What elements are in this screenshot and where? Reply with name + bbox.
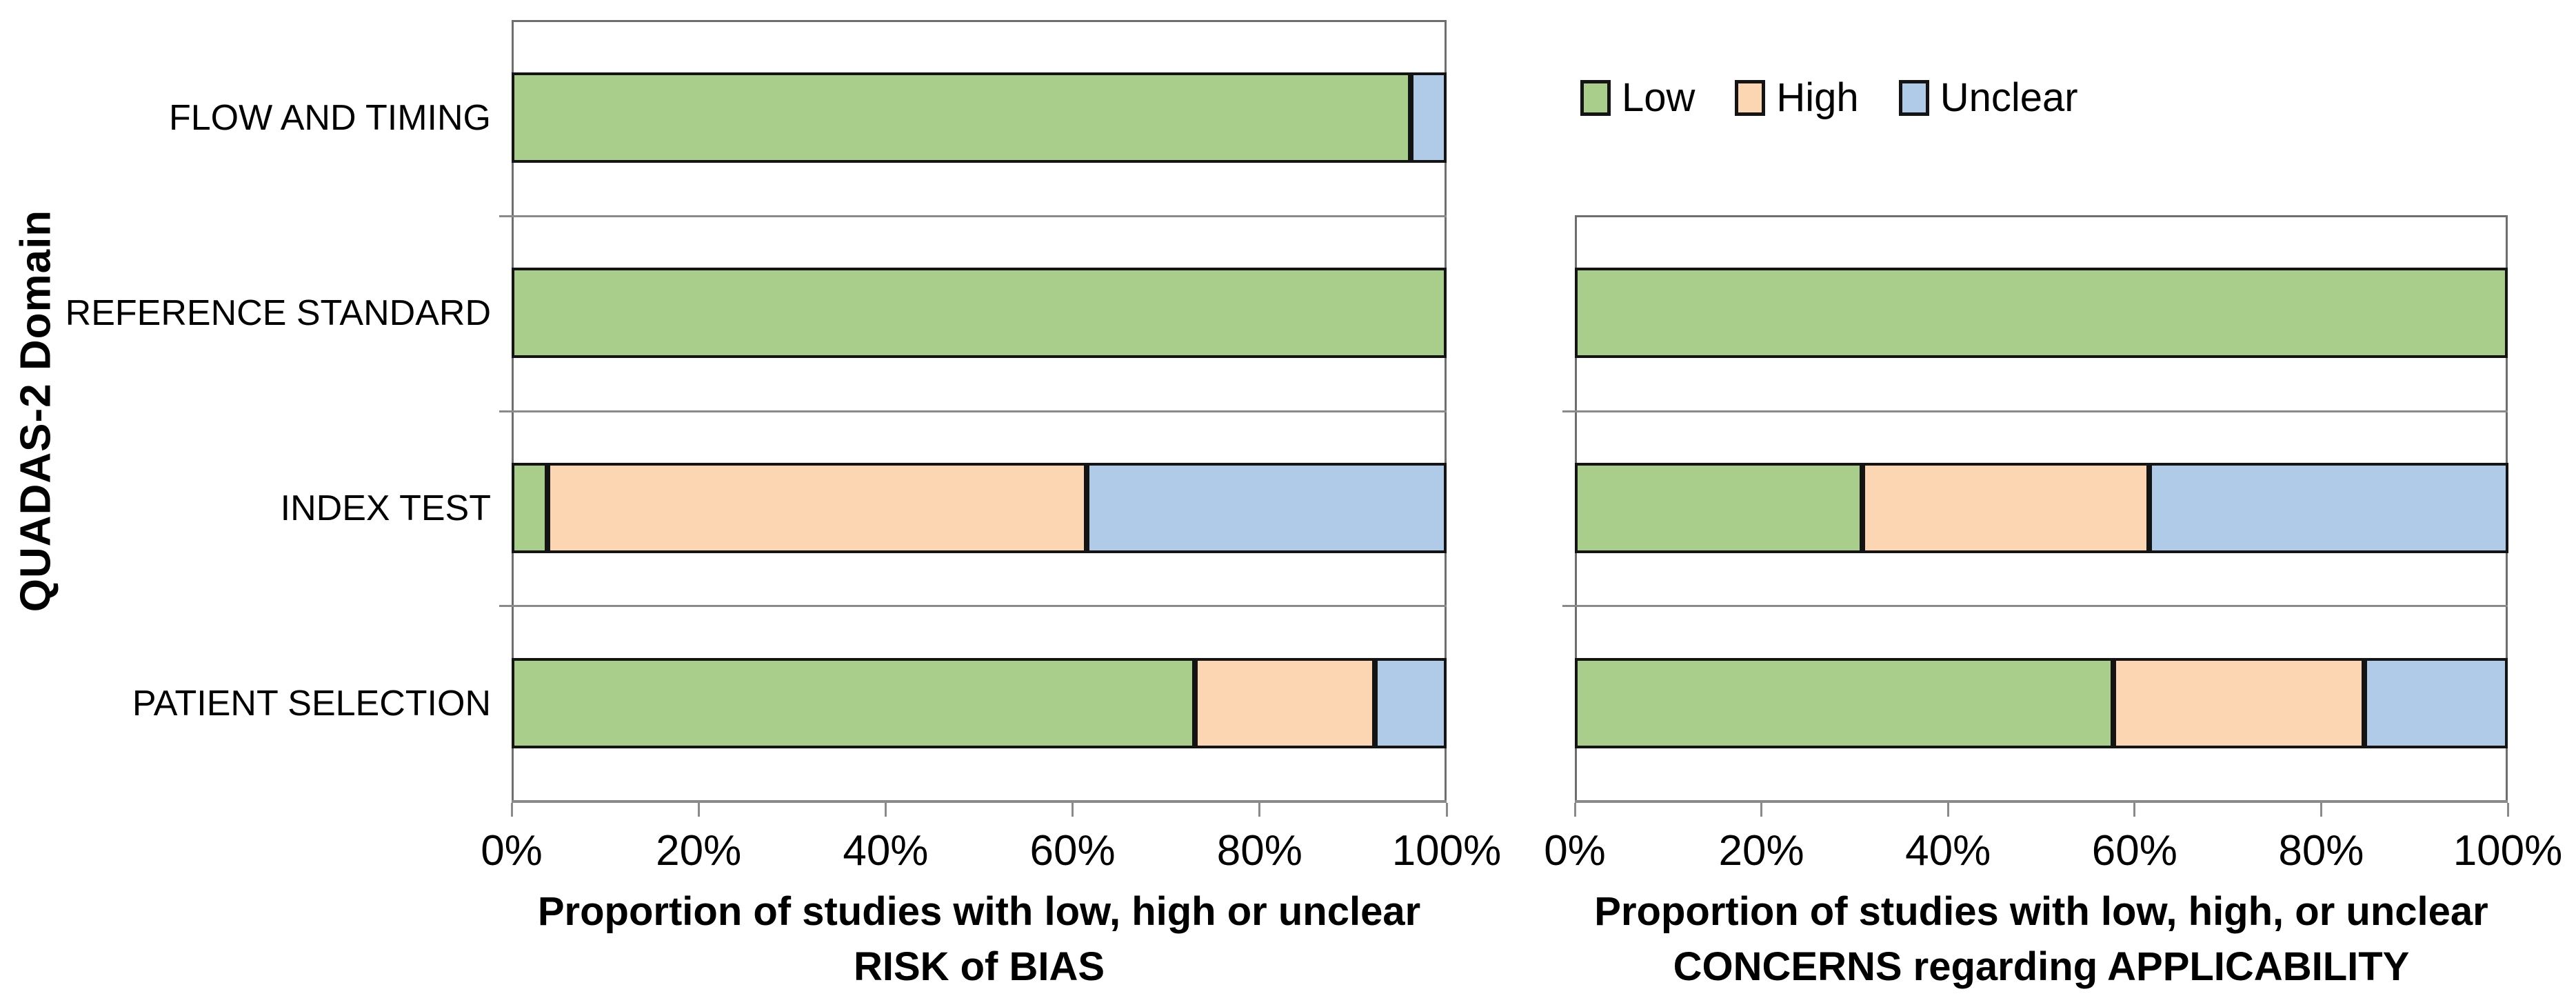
legend-label: Unclear	[1940, 75, 2078, 120]
x-axis-tick	[1071, 803, 1074, 817]
category-label: PATIENT SELECTION	[132, 683, 491, 724]
legend-item-high: High	[1735, 74, 1859, 121]
risk-of-bias-title-line2: RISK of BIAS	[853, 944, 1105, 989]
category-axis-tick	[1562, 410, 1575, 412]
category-separator-line	[1575, 410, 2508, 412]
y-axis-title: QUADAS-2 Domain	[12, 209, 60, 612]
bar-segment-unclear	[2149, 463, 2509, 553]
x-axis-tick	[1760, 803, 1763, 817]
bar-row-patient-selection	[512, 658, 1447, 748]
category-label: REFERENCE STANDARD	[65, 292, 491, 333]
bar-row-patient-selection	[1575, 658, 2508, 748]
category-separator-line	[512, 410, 1447, 412]
category-label: FLOW AND TIMING	[168, 97, 491, 138]
applicability-title-line2: CONCERNS regarding APPLICABILITY	[1673, 944, 2410, 989]
x-axis-tick-label: 0%	[481, 827, 543, 875]
x-axis-tick	[510, 803, 513, 817]
risk-of-bias-title-line1: Proportion of studies with low, high or …	[537, 889, 1421, 934]
x-axis-line	[512, 800, 1447, 803]
low-swatch	[1580, 79, 1611, 116]
legend-label: Low	[1622, 75, 1695, 120]
x-axis-line	[1575, 800, 2508, 803]
x-axis-tick-label: 100%	[2453, 827, 2563, 875]
x-axis-tick-label: 100%	[1391, 827, 1502, 875]
x-axis-tick-label: 40%	[843, 827, 929, 875]
x-axis-tick-label: 80%	[2278, 827, 2364, 875]
x-axis-tick	[1573, 803, 1576, 817]
category-separator-line	[512, 605, 1447, 608]
legend: Low High Unclear	[1580, 74, 2078, 121]
bar-segment-high	[547, 463, 1087, 553]
bar-segment-low	[512, 658, 1196, 748]
bar-segment-unclear	[1411, 72, 1447, 163]
x-axis-tick	[2506, 803, 2509, 817]
legend-item-unclear: Unclear	[1898, 74, 2078, 121]
bar-row-index-test	[1575, 463, 2509, 553]
bar-segment-low	[1575, 268, 2508, 358]
bar-segment-unclear	[1374, 658, 1447, 748]
applicability-title-line1: Proportion of studies with low, high, or…	[1594, 889, 2488, 934]
bar-segment-unclear	[2364, 658, 2508, 748]
category-axis-tick	[499, 215, 512, 217]
bar-row-flow-and-timing	[512, 72, 1447, 163]
applicability-title: Proportion of studies with low, high, or…	[1575, 884, 2508, 995]
bar-segment-high	[1195, 658, 1375, 748]
bar-row-reference-standard	[1575, 268, 2508, 358]
x-axis-tick	[1946, 803, 1949, 817]
bar-segment-high	[1862, 463, 2150, 553]
legend-label: High	[1776, 75, 1859, 120]
bar-segment-low	[1575, 658, 2113, 748]
risk-of-bias-title: Proportion of studies with low, high or …	[512, 884, 1447, 995]
bar-row-index-test	[512, 463, 1447, 553]
bar-segment-high	[2113, 658, 2364, 748]
x-axis-tick	[1258, 803, 1261, 817]
bar-segment-low	[512, 268, 1447, 358]
category-separator-line	[512, 215, 1447, 217]
x-axis-tick-label: 20%	[1718, 827, 1804, 875]
x-axis-tick-label: 80%	[1216, 827, 1302, 875]
x-axis-tick-label: 40%	[1905, 827, 1991, 875]
x-axis-tick-label: 20%	[656, 827, 742, 875]
x-axis-tick-label: 60%	[1029, 827, 1116, 875]
x-axis-tick	[884, 803, 887, 817]
legend-item-low: Low	[1580, 74, 1695, 121]
category-axis-tick	[1562, 605, 1575, 608]
category-label: INDEX TEST	[280, 488, 491, 528]
x-axis-tick-label: 0%	[1544, 827, 1606, 875]
x-axis-tick	[2320, 803, 2322, 817]
high-swatch	[1735, 79, 1766, 116]
bar-segment-unclear	[1086, 463, 1447, 553]
bar-row-reference-standard	[512, 268, 1447, 358]
x-axis-tick	[697, 803, 700, 817]
x-axis-tick	[1445, 803, 1448, 817]
bar-segment-low	[512, 463, 547, 553]
x-axis-tick	[2133, 803, 2136, 817]
bar-segment-low	[1575, 463, 1862, 553]
bar-segment-low	[512, 72, 1411, 163]
x-axis-tick-label: 60%	[2091, 827, 2177, 875]
unclear-swatch	[1898, 79, 1929, 116]
category-separator-line	[1575, 605, 2508, 608]
category-axis-tick	[499, 410, 512, 412]
category-axis-tick	[499, 605, 512, 608]
